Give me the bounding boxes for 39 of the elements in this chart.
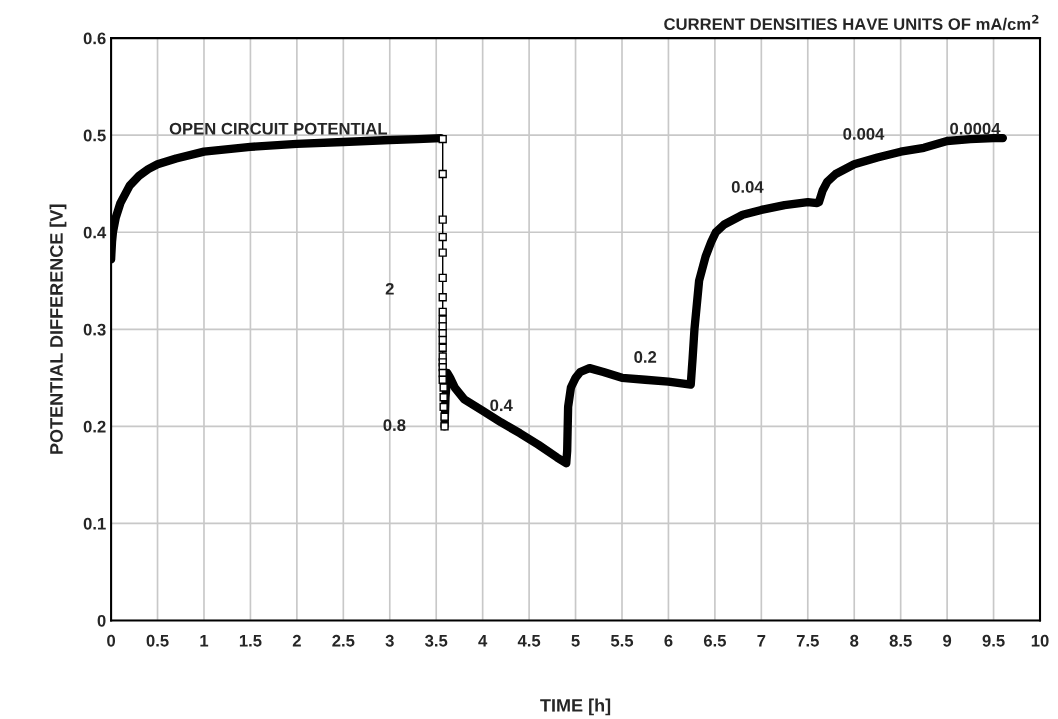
x-tick-label: 1.5: [239, 635, 262, 647]
annotation: 0.04: [731, 181, 764, 193]
x-tick-label: 9.5: [982, 634, 1005, 647]
x-tick-label: 6: [664, 634, 673, 647]
y-tick-label: 0.5: [83, 129, 106, 142]
x-tick-label: 3: [385, 634, 394, 647]
x-tick-label: 2: [292, 634, 301, 647]
x-tick-label: 1: [200, 635, 209, 647]
annotation: 0.4: [490, 399, 513, 412]
x-tick-label: 7: [757, 635, 766, 647]
annotation: 0.004: [843, 128, 885, 140]
x-tick-label: 4.5: [517, 635, 541, 647]
x-tick-label: 2.5: [332, 634, 355, 647]
x-tick-label: 6.5: [703, 634, 727, 647]
annotation: 0.8: [383, 419, 406, 432]
y-tick-label: 0.3: [83, 323, 106, 336]
x-tick-label: 8.5: [889, 634, 912, 647]
x-tick-label: 5.5: [610, 635, 634, 647]
y-axis-title: POTENTIAL DIFFERENCE [V]: [49, 204, 67, 454]
x-tick-label: 4: [478, 635, 488, 647]
y-tick-label: 0.2: [83, 420, 106, 433]
x-tick-label: 8: [850, 634, 859, 647]
annotation: 0.0004: [950, 122, 1001, 135]
annotation: 0.2: [634, 351, 657, 363]
x-tick-label: 10: [1031, 634, 1049, 647]
x-tick-label: 5: [571, 635, 580, 647]
x-tick-label: 7.5: [796, 635, 819, 647]
x-tick-label: 0.5: [146, 634, 169, 647]
x-axis-title: TIME [h]: [540, 698, 611, 716]
y-tick-label: 0.1: [83, 517, 106, 530]
x-tick-label: 9: [943, 634, 952, 647]
y-tick-label: 0.6: [83, 32, 106, 45]
y-tick-label: 0.4: [83, 226, 107, 239]
x-tick-label: 0: [107, 634, 116, 647]
x-tick-label: 3.5: [425, 634, 448, 647]
annotation: 2: [385, 282, 394, 295]
y-tick-label: 0: [97, 614, 106, 627]
chart-title: CURRENT DENSITIES HAVE UNITS OF mA/cm$^{2}$: [664, 14, 1039, 31]
annotation: OPEN CIRCUIT POTENTIAL: [169, 122, 388, 135]
